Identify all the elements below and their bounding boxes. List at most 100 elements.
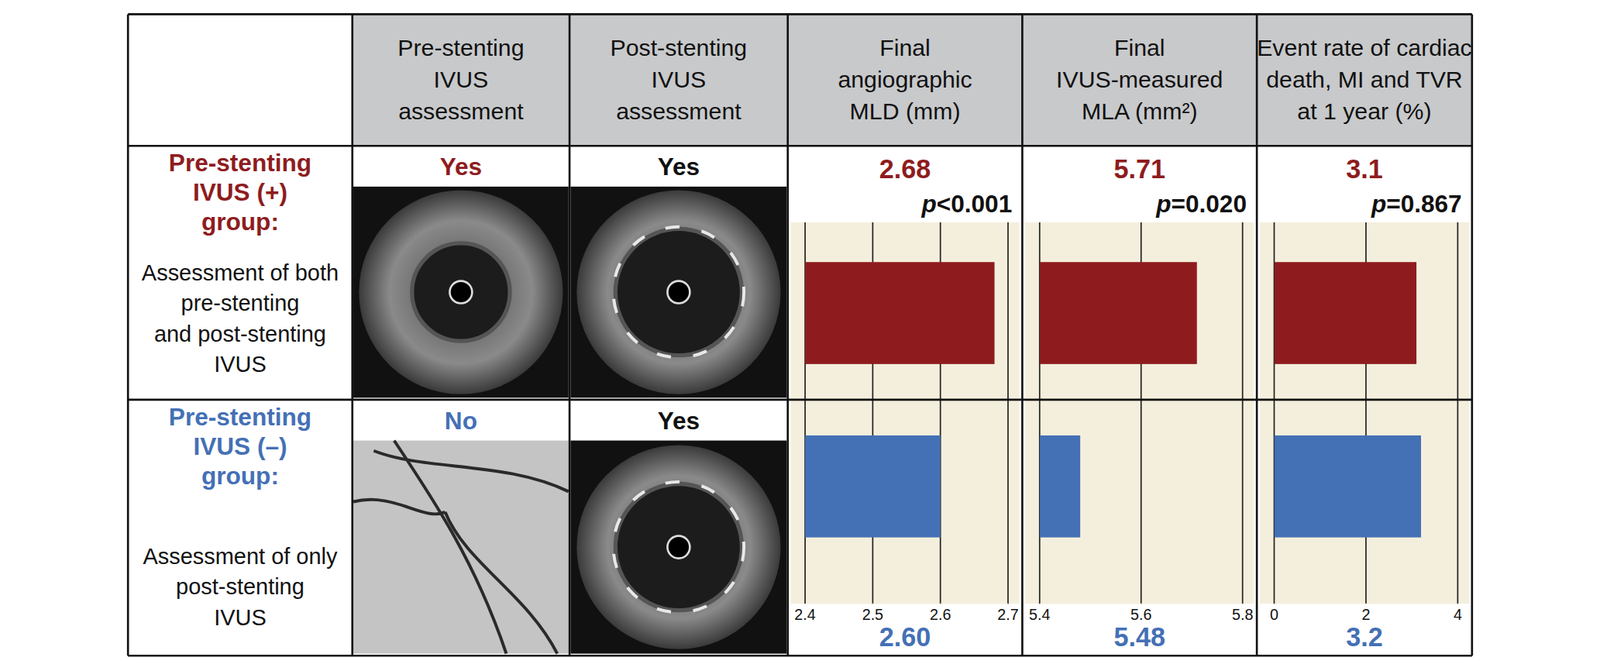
tick-label: 0 <box>1269 605 1279 623</box>
table-border <box>786 13 789 656</box>
data-label: 2.68 <box>879 154 932 184</box>
angiogram-vessel <box>444 512 558 654</box>
chart-title-line: MLA (mm²) <box>1081 98 1198 124</box>
angiogram-image <box>353 440 569 654</box>
table-border <box>127 13 1473 16</box>
tick-label: 2 <box>1361 605 1370 623</box>
header-text-line: assessment <box>398 98 524 124</box>
group-description: Assessment of bothpre-stentingand post-s… <box>141 260 339 377</box>
group-description-line: Assessment of only <box>143 543 338 569</box>
table-border <box>1255 13 1259 656</box>
header-text-line: Pre-stenting <box>397 34 524 61</box>
header-text-line: assessment <box>615 98 742 124</box>
p-value: p=0.020 <box>1155 189 1247 218</box>
ivus-catheter <box>667 536 690 559</box>
header-text-line: IVUS <box>651 66 707 93</box>
p-value: p<0.001 <box>920 189 1012 218</box>
ivus-catheter <box>449 281 472 304</box>
angiogram-vessel <box>394 440 507 654</box>
table-border <box>568 13 572 656</box>
grid-line <box>1242 222 1244 604</box>
group-description: Assessment of only post-stenting IVUS <box>143 543 338 630</box>
figure: Pre-stenting IVUS assessment Post-stenting I… <box>0 0 1600 671</box>
plot-bg <box>1025 222 1254 604</box>
data-label: 3.2 <box>1345 622 1384 652</box>
group-label-line: group: <box>201 461 279 490</box>
tick-label: 2.4 <box>794 605 816 623</box>
tick-label: 5.8 <box>1231 605 1253 623</box>
p-value: p=0.867 <box>1370 189 1463 218</box>
grid-line <box>1457 222 1459 604</box>
group-description-line: and post-stenting <box>154 321 327 347</box>
chart-title-line: MLD (mm) <box>849 98 961 124</box>
bar <box>1039 261 1198 365</box>
group-description-line: IVUS <box>213 351 267 377</box>
ivus-lumen <box>412 243 510 341</box>
tick-label: 2.5 <box>862 605 884 623</box>
bar <box>1273 261 1417 365</box>
pre-stenting-flag: No <box>444 406 478 435</box>
tick-label: 4 <box>1453 605 1463 623</box>
post-stenting-flag-line: Yes <box>657 406 700 435</box>
group-description-line: Assessment of both <box>141 260 339 286</box>
p-value-symbol: p <box>1155 189 1171 218</box>
angiogram-vessel <box>373 450 568 493</box>
bar <box>1273 435 1422 538</box>
table-border <box>1021 13 1024 656</box>
bar <box>805 435 941 538</box>
ivus-tissue <box>576 444 781 649</box>
p-value-symbol: p <box>920 189 936 218</box>
group-label: Pre-stentingIVUS (+)group: <box>168 148 312 236</box>
chart-title: Final angiographic MLD (mm) <box>837 34 972 124</box>
axis-line <box>805 603 1009 605</box>
table-border <box>127 13 130 656</box>
header-bg <box>352 13 1473 146</box>
data-label: 3.1 <box>1345 154 1384 184</box>
angiogram-vessel <box>353 499 445 515</box>
tick-label: 5.6 <box>1130 605 1152 623</box>
table-border <box>127 144 1473 148</box>
header-text-line: Post-stenting <box>610 34 748 61</box>
bar <box>805 261 995 365</box>
ivus-tissue <box>358 189 563 394</box>
ivus-tissue <box>576 189 781 394</box>
header-text-line: IVUS <box>433 66 489 93</box>
ivus-image <box>570 440 787 654</box>
p-value-number: =0.867 <box>1386 189 1462 218</box>
ivus-stent <box>613 227 744 358</box>
ivus-image <box>353 186 569 398</box>
chart-title-line: Event rate of cardiac <box>1256 34 1473 61</box>
ivus-image <box>570 186 787 398</box>
ivus-catheter <box>667 281 690 304</box>
grid-line <box>1007 222 1009 604</box>
table-border <box>127 399 1473 402</box>
bar <box>1039 435 1081 538</box>
tick-label: 5.4 <box>1028 605 1050 623</box>
group-label-line: IVUS (+) <box>192 178 288 207</box>
chart-title-line: angiographic <box>837 66 972 93</box>
group-label-line: Pre-stenting <box>168 148 312 177</box>
axis-line <box>1039 603 1243 605</box>
post-stenting-flag-line: Yes <box>657 152 700 181</box>
chart-title: Final IVUS-measured MLA (mm²) <box>1056 34 1223 124</box>
chart-title-line: Final <box>1114 34 1166 61</box>
group-label: Pre-stentingIVUS (–)group: <box>168 402 312 490</box>
group-description-line: IVUS <box>213 605 267 630</box>
tick-label: 2.6 <box>929 605 951 623</box>
table-border <box>127 654 1473 658</box>
group-description-line: post-stenting <box>175 574 305 599</box>
header-text: Post-stenting IVUS assessment <box>610 34 748 124</box>
chart-title: Event rate of cardiacdeath, MI and TVRat… <box>1256 34 1473 124</box>
chart-title-line: Final <box>879 34 931 61</box>
table-border <box>350 13 354 656</box>
tick-label: 2.7 <box>997 605 1019 623</box>
p-value-number: <0.001 <box>936 189 1012 218</box>
group-label-line: group: <box>201 207 279 236</box>
pre-stenting-flag: Yes <box>440 152 482 181</box>
p-value-number: =0.020 <box>1170 189 1246 218</box>
plot-bg <box>791 222 1020 604</box>
post-stenting-flag: Yes <box>657 406 700 435</box>
chart-title-line: IVUS-measured <box>1056 66 1223 93</box>
pre-stenting-flag-line: No <box>444 406 478 435</box>
data-label: 5.71 <box>1113 154 1166 184</box>
